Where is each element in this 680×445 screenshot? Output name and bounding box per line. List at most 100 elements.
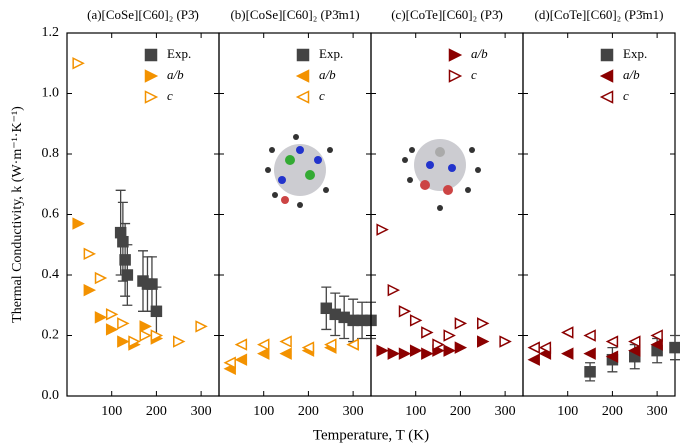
point: [563, 349, 573, 359]
legend-label: c: [167, 88, 173, 103]
point: [388, 285, 398, 295]
point: [146, 50, 157, 61]
point: [585, 367, 595, 377]
point: [455, 318, 465, 328]
plot-frame: [67, 33, 219, 396]
point: [73, 219, 83, 229]
x-tick-label: 100: [405, 404, 426, 419]
panel-title: (b)[CoSe][C60]₂ (P3̄m1): [230, 7, 359, 22]
point: [411, 346, 421, 356]
point: [602, 50, 613, 61]
legend-label: a/b: [319, 67, 336, 82]
point: [411, 315, 421, 325]
x-tick-label: 200: [602, 404, 623, 419]
point: [120, 255, 130, 265]
point: [118, 318, 128, 328]
y-tick-label: 0.4: [42, 267, 60, 282]
chart: (a)[CoSe][C60]₂ (P3̄) 0.0 0.2 0.4 0.6 0.8 1.0 1…: [0, 0, 680, 445]
point: [259, 340, 269, 350]
y-tick-label: 0.6: [42, 207, 60, 222]
x-tick-label: 100: [557, 404, 578, 419]
point: [259, 349, 269, 359]
point: [444, 346, 454, 356]
point: [607, 337, 617, 347]
point: [140, 321, 150, 331]
point: [281, 337, 291, 347]
legend-label: Exp.: [319, 46, 343, 61]
point: [388, 349, 398, 359]
point: [585, 331, 595, 341]
y-tick-label: 1.0: [42, 86, 60, 101]
y-tick-label: 0.0: [42, 388, 60, 403]
x-tick-label: 300: [343, 404, 364, 419]
point: [298, 71, 309, 82]
point: [122, 270, 132, 280]
point: [563, 327, 573, 337]
point: [236, 355, 246, 365]
point: [140, 331, 150, 341]
x-tick-label: 300: [647, 404, 668, 419]
point: [281, 349, 291, 359]
point: [478, 337, 488, 347]
point: [422, 349, 432, 359]
point: [118, 337, 128, 347]
point: [400, 349, 410, 359]
legend-label: Exp.: [623, 46, 647, 61]
point: [236, 340, 246, 350]
point: [529, 355, 539, 365]
legend-label: c: [471, 67, 477, 82]
legend-label: Exp.: [167, 46, 191, 61]
point: [602, 92, 613, 103]
point: [96, 273, 106, 283]
legend-label: c: [319, 88, 325, 103]
molecule: [265, 134, 333, 208]
x-tick-label: 100: [101, 404, 122, 419]
point: [96, 312, 106, 322]
point: [450, 71, 461, 82]
point: [196, 321, 206, 331]
x-tick-label: 200: [298, 404, 319, 419]
point: [73, 58, 83, 68]
point: [585, 349, 595, 359]
y-tick-label: 0.2: [42, 328, 60, 343]
point: [377, 346, 387, 356]
point: [146, 92, 157, 103]
point: [422, 327, 432, 337]
point: [400, 306, 410, 316]
point: [450, 50, 461, 61]
legend-label: a/b: [623, 67, 640, 82]
point: [298, 92, 309, 103]
point: [146, 71, 157, 82]
x-tick-label: 200: [146, 404, 167, 419]
y-tick-label: 1.2: [42, 25, 60, 40]
x-tick-label: 200: [450, 404, 471, 419]
plot-frame: [523, 33, 675, 396]
x-tick-label: 300: [495, 404, 516, 419]
point: [478, 318, 488, 328]
y-tick-label: 0.8: [42, 146, 60, 161]
point: [500, 337, 510, 347]
panel-title: (a)[CoSe][C60]₂ (P3̄): [87, 7, 199, 22]
point: [444, 331, 454, 341]
x-tick-label: 100: [253, 404, 274, 419]
point: [298, 50, 309, 61]
point: [84, 285, 94, 295]
y-axis-label: Thermal Conductivity, k (W·m⁻¹·K⁻¹): [10, 106, 25, 323]
panel-title: (d)[CoTe][C60]₂ (P3̄m1): [535, 7, 664, 22]
point: [529, 343, 539, 353]
legend-label: a/b: [167, 67, 184, 82]
point: [84, 249, 94, 259]
point: [107, 324, 117, 334]
x-axis-label: Temperature, T (K): [313, 427, 429, 443]
legend-label: a/b: [471, 46, 488, 61]
point: [455, 343, 465, 353]
panel-title: (c)[CoTe][C60]₂ (P3̄): [391, 7, 503, 22]
point: [670, 343, 680, 353]
point: [602, 71, 613, 82]
point: [377, 225, 387, 235]
x-tick-label: 300: [191, 404, 212, 419]
point: [107, 309, 117, 319]
point: [151, 306, 161, 316]
molecule: [402, 139, 481, 211]
point: [174, 337, 184, 347]
